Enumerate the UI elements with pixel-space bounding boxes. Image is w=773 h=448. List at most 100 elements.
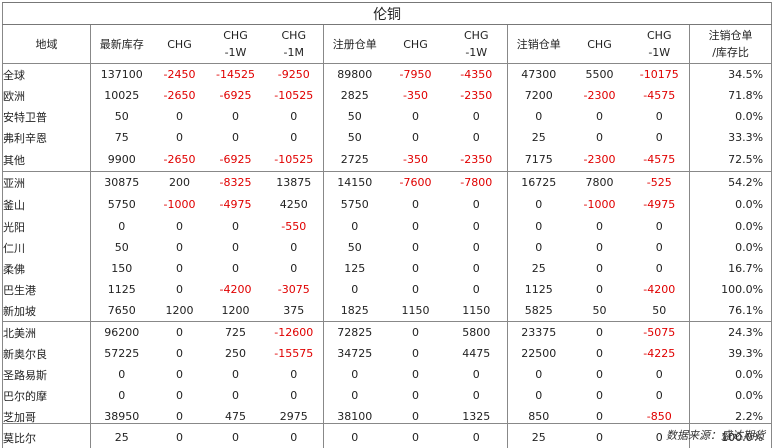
table-cell: 25 [114,431,129,444]
table-cell: 0 [535,220,543,233]
table-cell: 5825 [524,304,553,317]
table-cell: 0 [176,410,183,423]
region-name: 安特卫普 [2,106,91,127]
table-cell: 72.5% [689,148,773,172]
table-cell: 200 [152,171,207,193]
table-cell: 96200 [90,321,153,343]
table-cell: 0 [535,110,543,123]
table-cell: 16.7% [689,258,773,279]
table-cell: 50 [114,110,129,123]
region-name: 光阳 [2,216,91,237]
table-row: 北美洲 96200 0 725 -12600 72825 0 5800 23375 0 -5075 2… [2,321,773,343]
column-header-line: 最新库存 [99,37,144,51]
table-cell: 0 [596,262,603,275]
table-cell: 2975 [264,406,324,427]
table-cell: 0 [176,241,183,254]
table-cell: 0 [264,127,324,148]
table-cell: -12600 [264,321,324,343]
table-cell: -3075 [264,279,324,300]
column-header: 注销仓单 [507,24,570,64]
table-cell: 0 [264,106,324,127]
table-cell: 0.0% [689,385,773,406]
table-cell: -10525 [264,85,324,106]
table-cell: 0.0% [689,216,773,237]
column-header: CHG -1M [264,24,324,64]
table-cell: 25 [531,131,546,144]
table-cell: 4250 [264,193,324,216]
table-cell: 57225 [104,347,140,360]
table-cell: 25 [531,262,546,275]
column-header: 地域 [2,24,91,64]
table-cell: -7600 [385,171,446,193]
table-cell: 0 [596,431,603,444]
column-header-line: 注册仓单 [332,37,377,51]
region-name: 北美洲 [2,321,91,343]
table-cell: 0 [412,431,419,444]
column-header-line: 地域 [35,37,58,51]
table-cell: 0 [412,131,419,144]
table-cell: -2450 [163,68,196,81]
table-row: 光阳 0 0 0 -550 0 0 0 0 0 0 0.0% [2,216,773,237]
table-cell: 0 [629,258,690,279]
table-cell: 0.0% [689,237,773,258]
table-cell: 2725 [340,153,369,166]
table-cell: 0 [118,220,126,233]
table-cell: 50 [347,131,362,144]
table-cell: 0 [596,410,603,423]
table-cell: 0 [264,427,324,448]
table-cell: 1200 [221,304,250,317]
column-header-line: CHG [464,29,489,42]
table-cell: 0 [176,262,183,275]
region-name: 其他 [2,148,91,172]
table-cell: 14150 [323,171,386,193]
table-cell: 0 [445,237,508,258]
table-cell: -350 [403,153,428,166]
table-cell: -2300 [583,89,616,102]
table-cell: 33.3% [689,127,773,148]
table-row: 芝加哥 38950 0 475 2975 38100 0 1325 850 0 -850 2.2% [2,406,773,427]
region-name: 仁川 [2,237,91,258]
table-cell: -5075 [629,321,690,343]
table-cell: 0 [118,368,126,381]
table-cell: 24.3% [689,321,773,343]
table-cell: 475 [225,410,246,423]
table-cell: 0 [596,241,603,254]
table-cell: 5750 [107,198,136,211]
table-cell: 0 [412,347,419,360]
table-cell: -4575 [629,85,690,106]
column-header: CHG [569,24,630,64]
table-row: 弗利辛恩 75 0 0 0 50 0 0 25 0 0 33.3% [2,127,773,148]
region-name: 巴尔的摩 [2,385,91,406]
table-cell: -350 [403,89,428,102]
table-cell: -10525 [264,148,324,172]
table-row: 圣路易斯 0 0 0 0 0 0 0 0 0 0 0.0% [2,364,773,385]
column-header-line: 注销仓单 [708,29,753,42]
table-cell: 1150 [401,304,430,317]
region-name: 新奥尔良 [2,343,91,364]
region-name: 亚洲 [2,171,91,193]
table-cell: 9900 [107,153,136,166]
region-name: 全球 [2,63,91,85]
table-row: 其他 9900 -2650 -6925 -10525 2725 -350 -2350 7175 -… [2,148,773,172]
table-cell: -15575 [264,343,324,364]
table-cell: 0 [232,368,239,381]
table-cell: -6925 [219,89,252,102]
table-row: 新加坡 7650 1200 1200 375 1825 1150 1150 5825 50 50 76… [2,300,773,322]
table-row: 安特卫普 50 0 0 0 50 0 0 0 0 0 0.0% [2,106,773,127]
table-cell: 0 [629,364,690,385]
table-cell: 0 [412,198,419,211]
table-cell: 0 [629,127,690,148]
table-row: 釜山 5750 -1000 -4975 4250 5750 0 0 0 -1000 -4975 0.0… [2,193,773,216]
table-cell: 1150 [445,300,508,322]
table-cell: 0 [445,427,508,448]
table-cell: 16725 [507,171,570,193]
title-row: 伦铜 [1,2,773,25]
table-cell: 23375 [507,321,570,343]
table-cell: 0 [264,237,324,258]
table-cell: 50 [592,304,607,317]
region-name: 柔佛 [2,258,91,279]
table-cell: 0 [232,220,239,233]
table-cell: 0 [176,431,183,444]
table-cell: -9250 [264,63,324,85]
